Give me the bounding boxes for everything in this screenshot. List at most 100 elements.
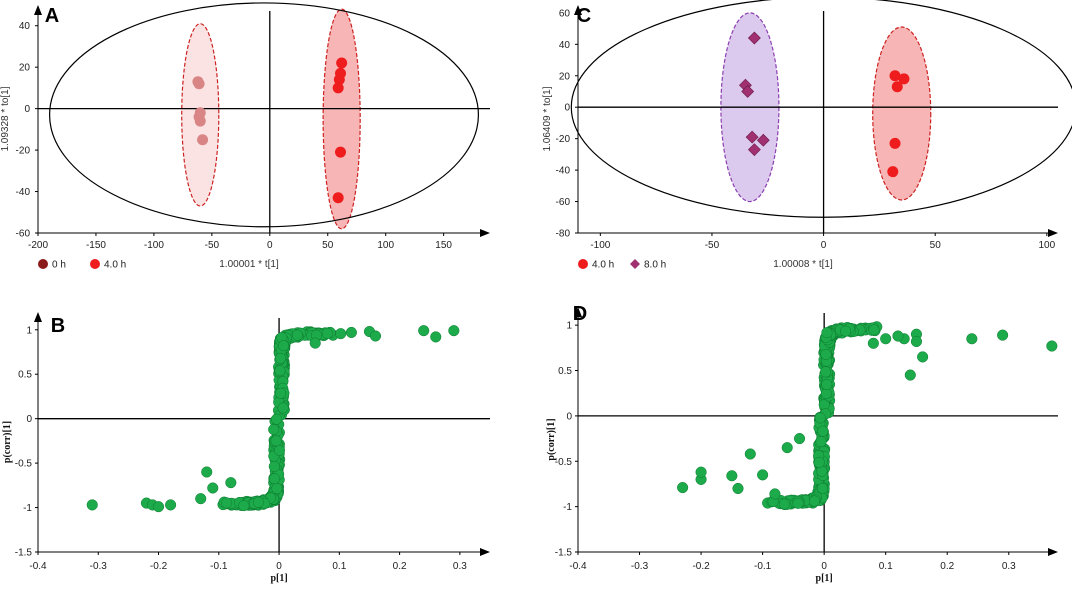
y-tick-label: 0 [24,104,30,115]
x-tick-label: -0.3 [90,561,108,572]
x-tick-label: -0.2 [692,561,710,572]
x-tick-label: -0.1 [210,561,228,572]
y-tick-label: -1.5 [15,548,33,559]
variable-point [238,500,250,512]
variable-point [813,456,825,468]
data-point-0-h [194,115,206,127]
variable-point [1046,340,1058,352]
y-tick-label: -1.5 [555,548,573,559]
hotelling-t2-ellipse [48,2,480,228]
x-tick-label: -100 [590,240,610,251]
panel-letter: A [45,5,59,27]
x-axis-label: 1.00001 * t[1] [219,259,279,270]
x-axis-label: 1.00008 * t[1] [773,259,833,270]
y-tick-label: 1 [26,325,32,336]
variable-point [430,331,442,343]
x-tick-label: -0.1 [754,561,772,572]
legend-label-0: 0 h [52,260,66,271]
variable-point [904,369,916,381]
variable-point [418,325,430,337]
x-axis-label: p[1] [270,573,287,584]
data-point-4-0-h [889,70,901,82]
x-tick-label: 100 [377,240,394,251]
variable-point [792,497,804,509]
y-tick-label: -40 [556,166,571,177]
variable-point [268,460,280,473]
variable-point [868,324,880,336]
x-axis-label: p[1] [816,573,833,584]
data-point-0-h [193,78,205,90]
x-tick-label: -100 [144,240,164,251]
y-tick-label: -60 [556,197,571,208]
y-axis-label: p(corr)[1] [546,418,557,460]
x-tick-label: 50 [930,240,942,251]
x-tick-label: -0.2 [150,561,168,572]
variable-point [816,482,829,494]
variable-point [757,469,769,481]
data-point-8-0-h [756,133,770,147]
variable-point [252,496,264,508]
x-axis-arrow-icon [1048,229,1058,237]
variable-point [793,433,806,445]
variable-point [291,329,303,341]
x-tick-label: 150 [435,240,452,251]
variable-point [448,325,460,337]
panel-D: -0.4 -0.3 -0.2 -0.1 0 0.1 0.2 0.3 -1.5 -1 -0.5 0 0.5… [546,303,1058,584]
x-tick-label: -150 [86,240,106,251]
legend-label-1: 4.0 h [104,260,126,271]
data-point-4-0-h [333,74,345,86]
data-point-0-h [197,134,209,146]
y-axis-label: 1.09328 * to[1] [0,86,11,151]
x-tick-label: -0.4 [29,561,47,572]
panel-letter: D [573,303,587,325]
x-tick-label: 0 [821,240,827,251]
x-tick-label: -50 [205,240,220,251]
y-tick-label: -80 [556,229,571,240]
variable-point [815,436,827,448]
legend-marker-0 [578,259,588,269]
group-ellipse [872,26,932,201]
variable-point [867,337,879,349]
data-point-4-0-h [332,192,344,204]
variable-point [335,328,347,340]
legend-label-0: 4.0 h [592,260,614,271]
variable-point [271,413,283,425]
x-tick-label: 0 [821,561,827,572]
data-point-8-0-h [741,85,755,98]
panel-B: -0.4 -0.3 -0.2 -0.1 0 0.1 0.2 0.3 -1.5 -1 -0.5 0 0.5… [2,312,490,584]
y-tick-label: 20 [559,71,571,82]
y-tick-label: 60 [559,8,571,19]
y-tick-label: 40 [559,40,571,51]
y-axis-label: 1.06409 * to[1] [542,86,553,151]
x-tick-label: 0.2 [940,561,954,572]
variable-point [781,442,793,454]
data-point-4-0-h [336,57,348,69]
variable-point [821,327,833,339]
x-tick-label: -0.4 [569,561,587,572]
x-tick-label: 0.3 [1002,561,1016,572]
y-axis-arrow-icon [34,5,42,15]
x-axis-arrow-icon [480,229,490,237]
variable-point [840,325,852,337]
variable-point [195,493,207,505]
x-axis-arrow-icon [480,548,490,556]
legend-label-1: 8.0 h [644,260,666,271]
x-tick-label: 0.2 [393,561,407,572]
x-tick-label: -200 [28,240,48,251]
variable-point [808,495,820,507]
variable-point [769,488,781,500]
x-tick-label: -0.3 [631,561,649,572]
x-tick-label: -50 [705,240,720,251]
x-tick-label: 50 [322,240,334,251]
variable-point [152,501,165,513]
panel-letter: B [51,315,65,337]
x-tick-label: 0.3 [453,561,467,572]
y-tick-label: 0 [564,103,570,114]
variable-point [271,482,283,495]
y-tick-label: -0.5 [555,457,573,468]
variable-point [821,378,833,391]
data-point-8-0-h [747,31,761,45]
variable-point [732,482,744,495]
